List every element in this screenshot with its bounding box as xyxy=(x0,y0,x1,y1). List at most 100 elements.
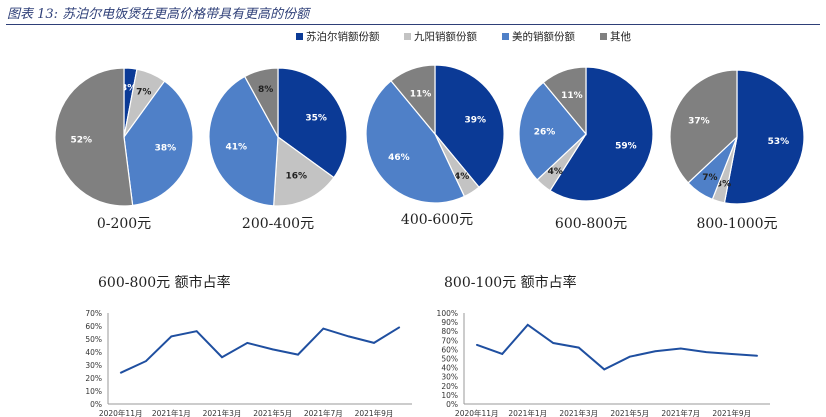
line-chart-1-ytick-7: 70% xyxy=(441,336,458,345)
line-chart-1-point-7 xyxy=(654,350,657,353)
line-chart-1-point-4 xyxy=(577,346,580,349)
pie-0-label-1: 7% xyxy=(136,87,151,97)
pie-0-label-0: 3% xyxy=(121,84,136,94)
line-chart-1-ytick-0: 0% xyxy=(446,400,458,409)
pie-3-slice-3 xyxy=(542,66,587,136)
line-chart-1-point-3 xyxy=(552,342,555,344)
pie-3-label-3: 11% xyxy=(561,91,583,101)
line-chart-0-point-4 xyxy=(221,356,223,359)
line-chart-1-ytick-8: 80% xyxy=(441,327,458,336)
pie-2-label-0: 39% xyxy=(464,116,486,126)
line-chart-0-ytick-6: 60% xyxy=(85,322,102,331)
legend-label-1: 九阳销额份额 xyxy=(414,30,477,43)
legend-label-3: 其他 xyxy=(610,30,631,43)
line-chart-1-ytick-4: 40% xyxy=(441,364,458,373)
pie-3-slice-2 xyxy=(518,81,587,181)
line-chart-0-xtick-3: 2021年5月 xyxy=(253,408,292,417)
pie-4-label-0: 53% xyxy=(768,137,790,147)
pie-4-label-3: 37% xyxy=(688,117,710,127)
legend-swatch-0 xyxy=(296,33,303,40)
pie-2-slice-0 xyxy=(434,64,505,189)
pie-4-label-1: 3% xyxy=(716,179,731,189)
legend-label-0: 苏泊尔销额份额 xyxy=(306,30,380,43)
line-chart-0-series-line xyxy=(120,326,400,374)
line-chart-0-point-0 xyxy=(119,372,122,374)
line-chart-1-ytick-5: 50% xyxy=(441,355,458,364)
pie-0-label-3: 52% xyxy=(71,136,93,146)
pie-1-slice-2 xyxy=(208,75,279,207)
line-chart-1-ytick-10: 100% xyxy=(437,309,458,318)
pie-0-label-2: 38% xyxy=(155,144,177,154)
pie-1-slice-0 xyxy=(277,67,348,179)
line-chart-0-point-8 xyxy=(322,327,325,330)
line-chart-0-ytick-1: 10% xyxy=(85,387,102,396)
pie-category-label-1: 200-400元 xyxy=(242,216,314,232)
line-chart-1-point-1 xyxy=(501,353,504,355)
line-chart-0-xtick-0: 2020年11月 xyxy=(99,408,143,417)
pie-1-slice-1 xyxy=(273,135,335,207)
line-chart-0-xtick-4: 2021年7月 xyxy=(304,408,343,417)
line-chart-1-xtick-1: 2021年1月 xyxy=(508,408,547,417)
pie-2-label-3: 11% xyxy=(410,90,432,100)
figure-title: 图表 13: 苏泊尔电饭煲在更高价格带具有更高的份额 xyxy=(7,7,310,22)
pie-3-label-2: 26% xyxy=(534,127,556,137)
legend-label-2: 美的销额份额 xyxy=(512,30,575,43)
pie-1-label-2: 41% xyxy=(225,142,247,152)
line-chart-1-xtick-3: 2021年5月 xyxy=(610,408,649,417)
line-chart-1-ytick-2: 20% xyxy=(441,382,458,391)
pie-4-slice-3 xyxy=(669,69,738,184)
line-chart-0-ytick-0: 0% xyxy=(90,400,102,409)
line-chart-0-point-2 xyxy=(170,335,173,338)
line-chart-1-series-line xyxy=(476,323,758,371)
line-chart-1-point-10 xyxy=(730,353,733,355)
line-chart-0-point-6 xyxy=(271,348,274,351)
line-chart-0-xtick-5: 2021年9月 xyxy=(355,408,394,417)
pie-3-slice-0 xyxy=(549,66,654,202)
line-chart-1-xtick-5: 2021年9月 xyxy=(712,408,751,417)
line-chart-0-point-5 xyxy=(246,342,249,344)
pie-3-label-0: 59% xyxy=(615,142,637,152)
line-chart-0-xtick-1: 2021年1月 xyxy=(152,408,191,417)
pie-category-label-3: 600-800元 xyxy=(555,216,627,232)
line-chart-0-ytick-2: 20% xyxy=(85,374,102,383)
line-chart-1-title: 800-100元 额市占率 xyxy=(444,274,577,291)
line-chart-1-xtick-0: 2020年11月 xyxy=(455,408,499,417)
pie-0-slice-2 xyxy=(123,80,194,207)
pie-1-label-0: 35% xyxy=(305,114,327,124)
pie-category-label-2: 400-600元 xyxy=(401,212,473,228)
pie-1-label-1: 16% xyxy=(285,172,307,182)
line-chart-1-xtick-2: 2021年3月 xyxy=(559,408,598,417)
line-chart-1-ytick-3: 30% xyxy=(441,373,458,382)
pie-2-slice-2 xyxy=(365,79,466,204)
pie-1-slice-3 xyxy=(243,67,279,138)
pie-2-slice-3 xyxy=(390,64,436,136)
line-chart-0-title: 600-800元 额市占率 xyxy=(98,274,231,291)
pie-1-label-3: 8% xyxy=(258,85,273,95)
line-chart-1-point-9 xyxy=(705,351,708,353)
line-chart-1-ytick-1: 10% xyxy=(441,391,458,400)
title-divider xyxy=(6,24,820,25)
line-chart-1-ytick-9: 90% xyxy=(441,318,458,327)
pie-4-slice-0 xyxy=(723,69,805,205)
pie-0-slice-3 xyxy=(54,67,134,207)
line-chart-0-ytick-7: 70% xyxy=(85,309,102,318)
line-chart-0-point-1 xyxy=(145,360,147,362)
line-chart-0-point-11 xyxy=(398,326,401,329)
line-chart-0-point-10 xyxy=(373,342,375,344)
line-chart-0-ytick-3: 30% xyxy=(85,361,102,370)
legend-swatch-2 xyxy=(502,33,509,40)
line-chart-1-point-5 xyxy=(603,368,606,371)
legend-swatch-3 xyxy=(600,33,607,40)
pie-category-label-0: 0-200元 xyxy=(97,216,151,232)
line-chart-0-xtick-2: 2021年3月 xyxy=(203,408,242,417)
line-chart-1-point-8 xyxy=(679,347,682,350)
line-chart-0-point-3 xyxy=(195,330,198,333)
line-chart-1-point-6 xyxy=(628,355,631,358)
line-chart-1-point-0 xyxy=(475,344,478,346)
line-chart-1-ytick-6: 60% xyxy=(441,345,458,354)
pie-2-label-2: 46% xyxy=(388,153,410,163)
pie-3-label-1: 4% xyxy=(548,167,563,177)
pie-4-label-2: 7% xyxy=(702,173,717,183)
line-chart-0-ytick-5: 50% xyxy=(85,335,102,344)
